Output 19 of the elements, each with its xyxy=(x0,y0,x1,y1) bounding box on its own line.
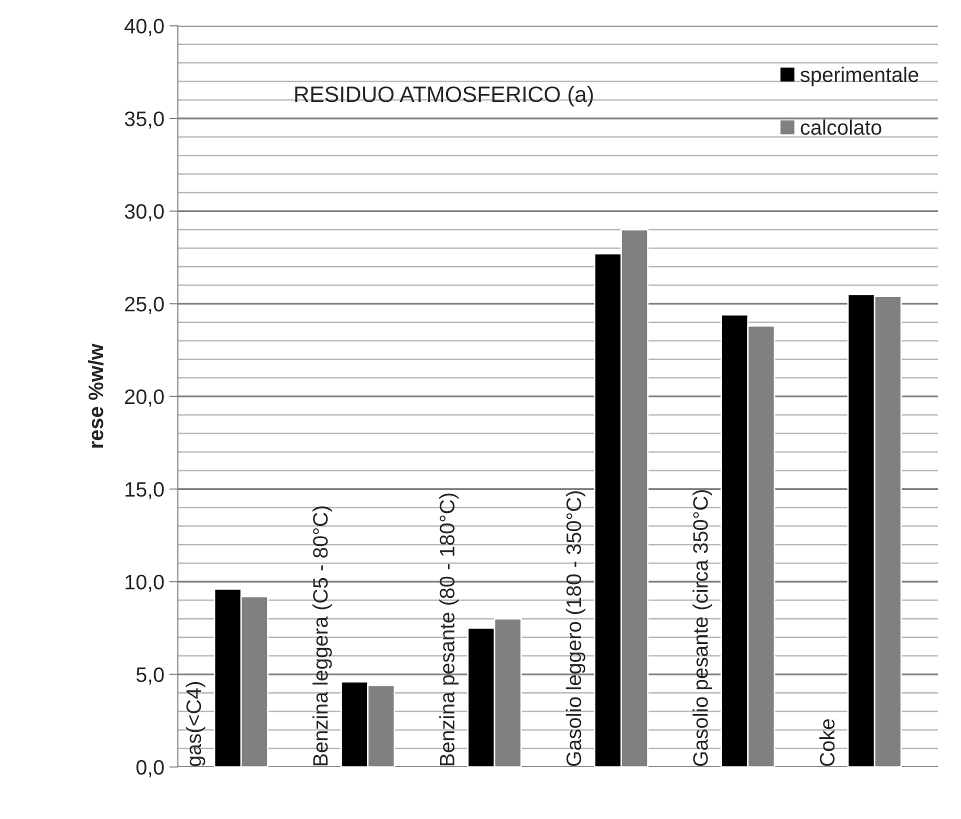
x-tick-label: Coke xyxy=(819,719,835,766)
y-tick-label: 15,0 xyxy=(126,482,164,500)
legend-label: calcolato xyxy=(800,120,882,135)
y-tick-label: 20,0 xyxy=(125,389,164,407)
x-tick-label: Benzina leggera (C5 - 80°C) xyxy=(312,506,332,766)
y-tick-label: 40,0 xyxy=(124,18,164,36)
x-tick-label: gas(<C4) xyxy=(186,682,206,766)
annotation: RESIDUO ATMOSFERICO (a) xyxy=(295,86,593,107)
y-tick-label: 5,0 xyxy=(136,667,164,685)
y-axis-title: rese %w/w xyxy=(88,344,104,448)
x-tick-label: Benzina pesante (80 - 180°C) xyxy=(439,494,459,766)
x-tick-label: Gasolio leggero (180 - 350°C) xyxy=(566,491,586,766)
y-tick-label: 10,0 xyxy=(126,574,164,592)
y-tick-label: 35,0 xyxy=(124,111,164,129)
legend-label: sperimentale xyxy=(800,66,918,86)
x-tick-label: Gasolio pesante (circa 350°C) xyxy=(692,490,712,766)
y-tick-label: 25,0 xyxy=(125,296,164,314)
y-tick-label: 0,0 xyxy=(136,760,164,778)
y-tick-label: 30,0 xyxy=(124,204,164,222)
